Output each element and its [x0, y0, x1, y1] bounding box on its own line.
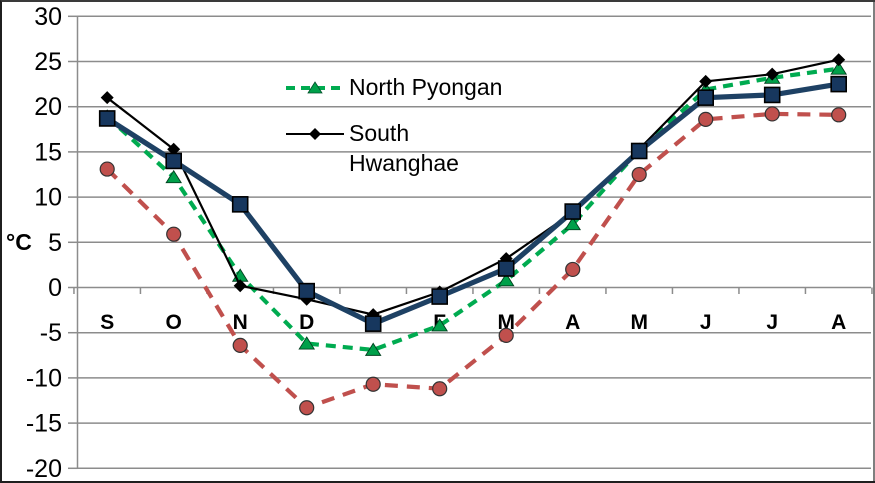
square-marker: [830, 75, 848, 93]
circle-marker: [698, 111, 714, 127]
chart-right-border: [873, 2, 875, 481]
x-axis-month-label: O: [166, 311, 182, 334]
circle-marker: [99, 161, 115, 177]
x-axis-month-label: M: [630, 311, 648, 334]
x-axis-month-label: N: [233, 311, 248, 334]
triangle-marker: [364, 342, 382, 356]
circle-marker: [365, 376, 381, 392]
circle-marker: [831, 107, 847, 123]
y-axis-unit-label: °C: [6, 229, 32, 255]
y-axis-tick-label: 10: [34, 184, 62, 212]
circle-marker: [232, 337, 248, 353]
square-marker: [431, 288, 449, 305]
square-marker: [165, 152, 182, 170]
triangle-marker: [298, 336, 316, 350]
x-axis-month-label: D: [299, 311, 314, 334]
circle-marker: [166, 226, 182, 242]
triangle-marker: [431, 318, 449, 332]
y-axis-tick-label: 0: [48, 274, 62, 302]
x-axis-month-label: J: [766, 311, 778, 334]
y-axis-tick-label: -20: [26, 455, 62, 483]
triangle-marker: [564, 216, 582, 231]
square-marker: [98, 110, 116, 127]
y-axis-tick-label: -5: [40, 319, 62, 347]
diamond-marker: [233, 279, 247, 293]
green-dashed-triangle-sample-icon: [286, 81, 344, 94]
diamond-marker: [765, 67, 779, 81]
diamond-marker: [699, 74, 713, 88]
y-axis-tick-label: 20: [34, 93, 62, 121]
series-line-north-pyongan: [105, 66, 839, 353]
circle-marker: [631, 166, 647, 183]
chart-legend: North Pyongan South Hwanghae: [285, 72, 502, 194]
y-axis-tick-label: -10: [26, 364, 62, 392]
triangle-marker: [830, 61, 848, 75]
square-marker: [298, 282, 316, 300]
circle-marker: [432, 381, 448, 397]
triangle-marker: [165, 169, 183, 184]
diamond-marker: [832, 53, 846, 67]
circle-marker: [299, 400, 315, 416]
square-marker: [231, 196, 249, 213]
square-marker: [564, 203, 582, 220]
y-axis-tick-label: 25: [34, 48, 62, 76]
legend-label-north-pyongan: North Pyongan: [349, 74, 503, 100]
diamond-marker: [167, 142, 181, 156]
legend-label-south-hwanghae: South Hwanghae: [349, 120, 459, 176]
y-axis-tick-label: 15: [34, 138, 62, 166]
legend-item-north-pyongan: North Pyongan: [285, 72, 502, 102]
x-axis-month-label: J: [700, 311, 712, 334]
x-axis-month-label: A: [831, 311, 846, 334]
black-line-diamond-sample-icon: [286, 128, 344, 140]
y-axis-tick-label: -15: [26, 410, 62, 438]
square-marker: [497, 260, 515, 277]
square-marker: [630, 142, 648, 160]
x-axis-month-label: M: [497, 311, 515, 334]
square-marker: [364, 315, 382, 332]
series-line-unnamed-3: [105, 111, 839, 411]
y-axis-tick-label: 5: [48, 229, 62, 257]
x-axis-month-label: A: [565, 311, 580, 334]
series-line-south-hwanghae: [106, 58, 839, 316]
series-line-unnamed-2: [105, 81, 840, 327]
square-marker: [763, 86, 781, 104]
y-axis-tick-label: 30: [34, 3, 62, 31]
x-axis-month-label: S: [100, 311, 114, 334]
triangle-marker: [497, 272, 515, 287]
circle-marker: [764, 106, 780, 122]
legend-item-south-hwanghae: South Hwanghae: [285, 118, 502, 178]
circle-marker: [498, 327, 514, 344]
diamond-marker: [100, 91, 114, 105]
square-marker: [697, 89, 715, 106]
circle-marker: [565, 261, 581, 278]
